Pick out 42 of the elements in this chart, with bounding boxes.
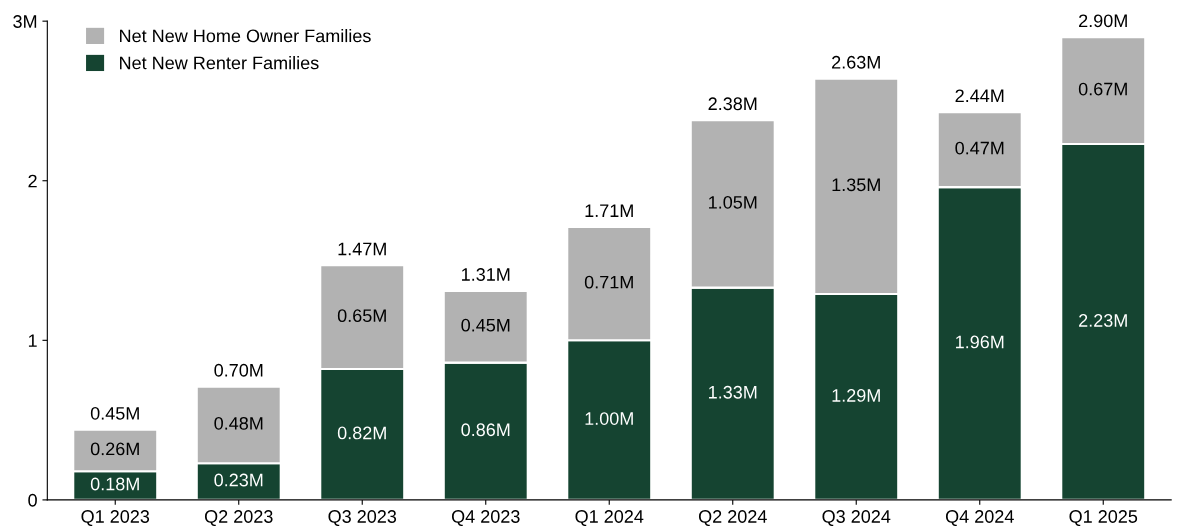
y-tick-label: 0 bbox=[28, 493, 37, 507]
x-tick-label: Q4 2024 bbox=[945, 510, 1014, 527]
data-label: 0.26M bbox=[90, 442, 139, 456]
data-label: 0.47M bbox=[955, 141, 1004, 155]
data-label: 2.23M bbox=[1079, 314, 1127, 327]
total-label: 1.71M bbox=[585, 204, 633, 217]
data-label: 1.96M bbox=[956, 335, 1004, 349]
data-label: 1.00M bbox=[585, 412, 633, 425]
total-label: 1.31M bbox=[462, 268, 510, 281]
x-tick-label: Q1 2025 bbox=[1069, 510, 1138, 527]
data-label: 0.86M bbox=[461, 423, 510, 437]
x-tick-label: Q2 2024 bbox=[698, 510, 767, 527]
data-label: 0.65M bbox=[337, 309, 386, 323]
data-label: 0.18M bbox=[90, 477, 139, 491]
total-label: 0.70M bbox=[214, 363, 263, 377]
x-tick-label: Q3 2024 bbox=[822, 510, 891, 527]
x-tick-label: Q2 2023 bbox=[204, 510, 273, 527]
data-label: 1.29M bbox=[832, 389, 880, 402]
data-label: 1.35M bbox=[832, 178, 880, 192]
legend-label: Net New Renter Families bbox=[120, 56, 319, 70]
data-label: 1.05M bbox=[709, 195, 757, 209]
data-label: 1.33M bbox=[709, 385, 757, 399]
data-label: 0.23M bbox=[214, 473, 263, 487]
x-tick-label: Q3 2023 bbox=[328, 510, 397, 527]
total-label: 2.44M bbox=[955, 89, 1004, 102]
total-label: 2.38M bbox=[708, 97, 757, 111]
y-tick-label: 2 bbox=[28, 174, 37, 188]
data-label: 0.82M bbox=[337, 426, 386, 440]
data-label: 0.67M bbox=[1078, 82, 1127, 96]
x-tick-label: Q1 2023 bbox=[81, 510, 150, 527]
x-tick-label: Q4 2023 bbox=[451, 510, 520, 527]
data-label: 0.71M bbox=[584, 275, 633, 289]
data-label: 0.45M bbox=[461, 318, 510, 332]
y-tick-label: 1 bbox=[28, 334, 37, 347]
legend-label: Net New Home Owner Families bbox=[120, 29, 371, 43]
total-label: 2.90M bbox=[1079, 14, 1127, 28]
x-tick-label: Q1 2024 bbox=[575, 510, 644, 527]
y-tick-label: 3M bbox=[13, 15, 37, 28]
total-label: 1.47M bbox=[338, 242, 386, 256]
data-label: 0.48M bbox=[214, 416, 263, 430]
total-label: 2.63M bbox=[832, 55, 880, 69]
total-label: 0.45M bbox=[90, 406, 139, 420]
